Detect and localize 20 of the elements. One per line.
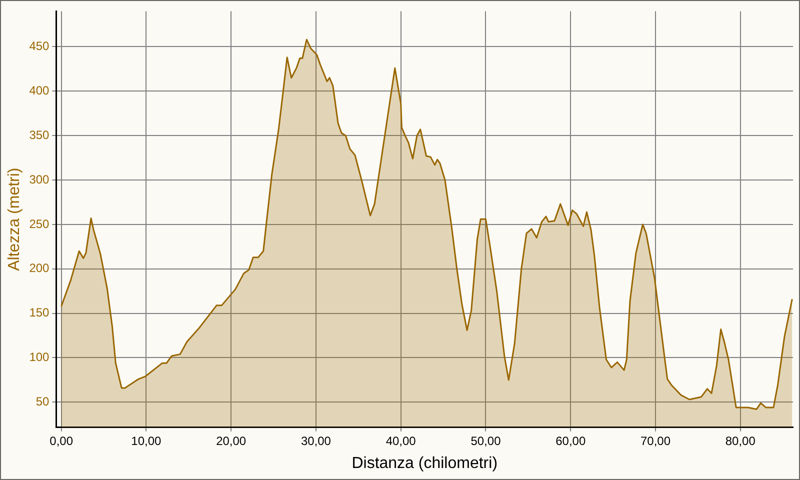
- x-axis-title: Distanza (chilometri): [352, 454, 498, 472]
- x-tick-label: 30,00: [300, 434, 332, 448]
- x-tick-label: 20,00: [216, 434, 246, 448]
- x-tick-label: 80,00: [725, 434, 756, 448]
- x-tick-label: 60,00: [556, 434, 586, 448]
- y-tick-label: 250: [29, 216, 50, 231]
- x-tick-label: 40,00: [386, 434, 416, 448]
- y-tick-label: 450: [29, 39, 50, 54]
- y-tick-label: 50: [36, 394, 50, 408]
- x-tick-label: 0,00: [50, 434, 74, 448]
- y-tick-label: 150: [29, 306, 50, 320]
- y-tick-label: 350: [29, 128, 50, 142]
- y-tick-label: 300: [29, 172, 50, 186]
- y-tick-label: 400: [29, 83, 50, 98]
- x-tick-label: 10,00: [131, 434, 162, 448]
- y-tick-label: 200: [29, 261, 50, 276]
- y-tick-label: 100: [29, 350, 50, 364]
- x-tick-label: 50,00: [470, 434, 502, 448]
- x-tick-label: 70,00: [640, 434, 671, 448]
- y-axis-title: Altezza (metri): [6, 168, 24, 271]
